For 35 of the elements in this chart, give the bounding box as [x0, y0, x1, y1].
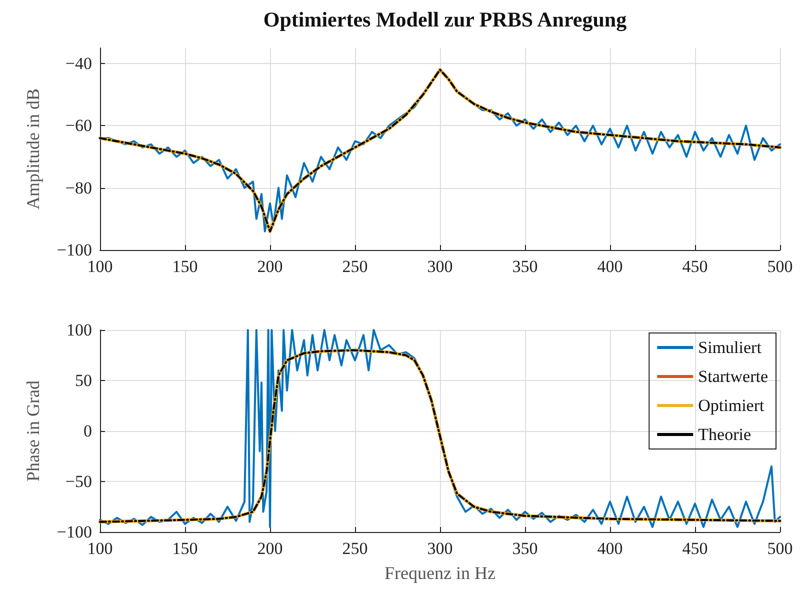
y-tick-label: 0: [84, 422, 92, 440]
y-tick-label: 100: [66, 320, 92, 340]
y-tick-label: 50: [75, 371, 92, 390]
x-tick-label: 450: [682, 539, 708, 558]
y-tick-label: −100: [56, 522, 92, 542]
chart-title: Optimiertes Modell zur PRBS Anregung: [263, 8, 628, 32]
x-tick-label: 200: [257, 257, 283, 276]
x-tick-label: 300: [427, 539, 453, 558]
x-tick-label: 100: [87, 539, 113, 558]
x-tick-label: 250: [342, 257, 368, 276]
y-tick-label: −60: [65, 116, 92, 136]
x-tick-label: 150: [172, 257, 198, 276]
legend-label: Theorie: [698, 425, 751, 444]
y-axis-title: Phase in Grad: [23, 380, 43, 482]
x-tick-label: 400: [597, 257, 623, 276]
x-tick-label: 200: [257, 539, 283, 558]
y-tick-label: −40: [65, 54, 92, 74]
x-tick-label: 250: [342, 539, 368, 558]
legend-label: Simuliert: [698, 338, 762, 357]
legend-label: Startwerte: [698, 367, 768, 386]
x-tick-label: 300: [427, 257, 453, 276]
y-tick-label: −50: [65, 472, 92, 491]
x-tick-label: 450: [682, 257, 708, 276]
x-tick-label: 100: [87, 257, 113, 276]
y-axis-title: Amplitude in dB: [23, 88, 43, 210]
x-tick-label: 400: [597, 539, 623, 558]
legend-label: Optimiert: [698, 396, 765, 415]
y-tick-label: −80: [65, 178, 92, 198]
x-tick-label: 500: [767, 539, 793, 558]
x-tick-label: 350: [512, 539, 538, 558]
x-axis-title: Frequenz in Hz: [384, 563, 496, 583]
x-tick-label: 150: [172, 539, 198, 558]
x-tick-label: 500: [767, 257, 793, 276]
x-tick-label: 350: [512, 257, 538, 276]
y-tick-label: −100: [56, 240, 92, 260]
